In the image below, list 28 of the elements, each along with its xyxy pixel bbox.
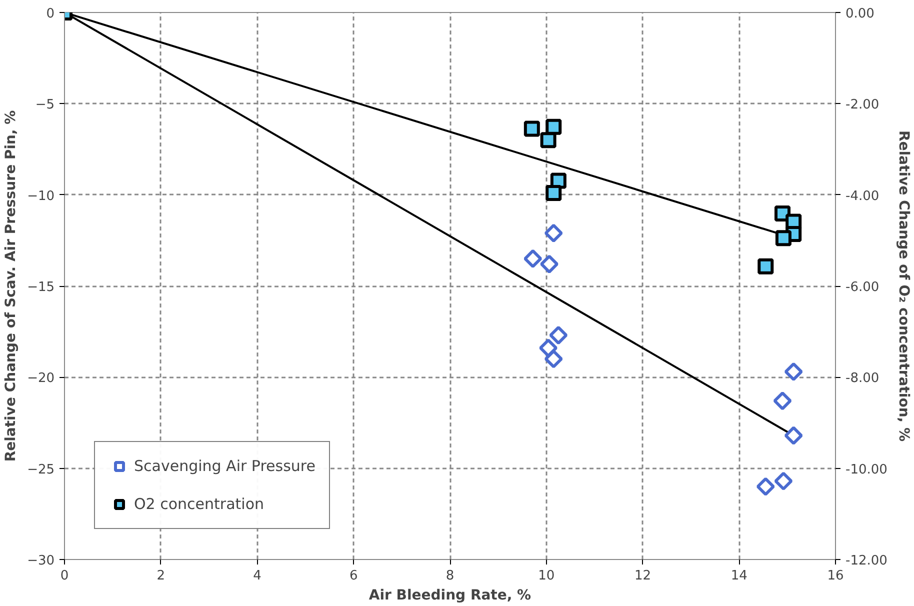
y2-tick-label: -2.00 <box>846 98 880 113</box>
x-tick-label: 4 <box>253 568 262 584</box>
x-tick-label: 6 <box>349 568 358 584</box>
legend-label: Scavenging Air Pressure <box>134 457 316 475</box>
y2-tick-label: -8.00 <box>846 371 880 386</box>
x-tick-label: 0 <box>60 568 69 584</box>
x-tick-label: 14 <box>730 568 748 584</box>
x-axis-title: Air Bleeding Rate, % <box>368 588 532 604</box>
y-tick-label: −5 <box>35 98 55 113</box>
x-tick-label: 2 <box>156 568 166 584</box>
x-tick-label: 10 <box>538 568 555 584</box>
y-tick-label: −10 <box>27 188 55 204</box>
y-axis-title: Relative Change of Scav. Air Pressure Pin, % <box>3 110 20 462</box>
y2-tick-label: 0.00 <box>846 6 874 22</box>
y-tick-label: −20 <box>27 371 55 386</box>
y2-axis-title: Relative Change of O₂ concentration, % <box>895 130 912 442</box>
legend-label: O2 concentration <box>134 495 264 513</box>
y-tick-label: −15 <box>27 280 55 295</box>
x-tick-label: 16 <box>827 568 844 584</box>
y2-tick-label: -4.00 <box>846 188 880 204</box>
y-tick-label: −25 <box>27 462 55 478</box>
y2-tick-label: -10.00 <box>846 462 888 478</box>
y2-tick-label: -12.00 <box>846 554 888 568</box>
x-tick-label: 12 <box>634 568 652 584</box>
y-tick-label: 0 <box>46 6 55 22</box>
x-tick-label: 8 <box>446 568 454 584</box>
y-tick-label: −30 <box>27 554 55 568</box>
y2-tick-label: -6.00 <box>846 280 880 295</box>
